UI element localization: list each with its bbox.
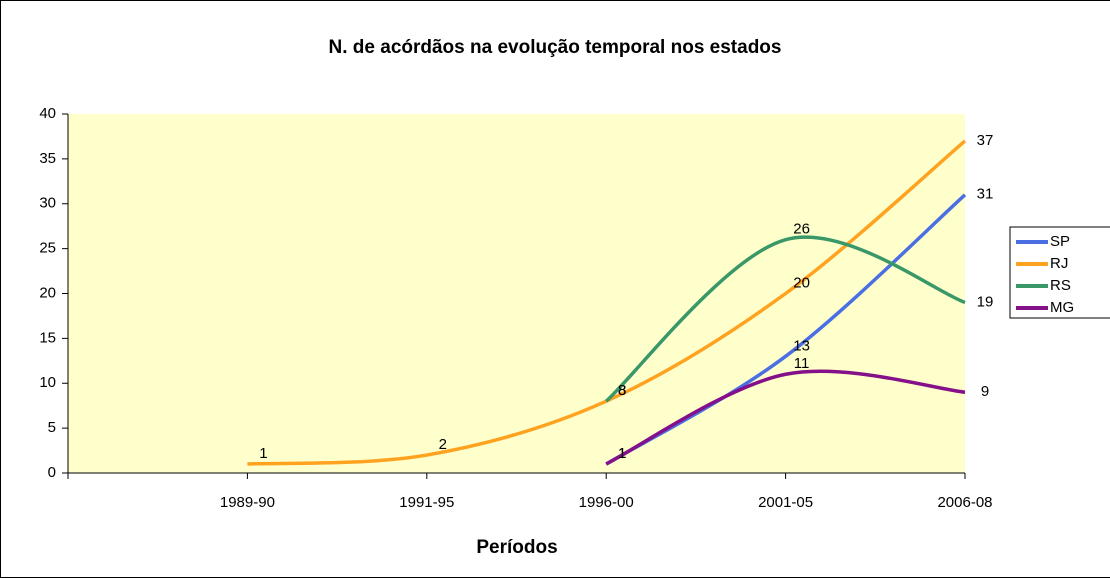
x-tick-label: 2006-08 (937, 494, 992, 511)
data-label: 8 (618, 382, 626, 399)
data-label: 20 (793, 274, 810, 291)
plot-area (68, 114, 965, 473)
y-tick-label: 20 (39, 284, 56, 301)
y-tick-label: 40 (39, 105, 56, 122)
data-label: 2 (439, 436, 447, 453)
data-label: 1 (259, 445, 267, 462)
chart-title: N. de acórdãos na evolução temporal nos … (329, 37, 782, 58)
legend-label: RJ (1050, 255, 1068, 272)
x-tick-label: 1991-95 (399, 494, 454, 511)
y-tick-label: 25 (39, 240, 56, 257)
legend-label: MG (1050, 299, 1074, 316)
data-label: 37 (977, 132, 994, 149)
x-tick-label: 1996-00 (579, 494, 634, 511)
series-line (247, 139, 967, 466)
data-label: 1 (618, 445, 626, 462)
legend-label: SP (1050, 233, 1070, 250)
data-label: 11 (794, 355, 810, 372)
data-label: 9 (981, 383, 989, 400)
y-tick-label: 10 (39, 374, 56, 391)
data-label: 31 (977, 186, 994, 203)
y-tick-label: 5 (48, 419, 56, 436)
x-axis-label: Períodos (476, 537, 557, 558)
series-line (605, 235, 966, 403)
y-tick-label: 0 (48, 464, 56, 481)
y-tick-label: 15 (39, 329, 56, 346)
x-tick-label: 1989-90 (220, 494, 275, 511)
data-label: 26 (793, 221, 810, 238)
data-label: 19 (977, 293, 994, 310)
data-label: 8 (618, 382, 626, 399)
legend-label: RS (1050, 277, 1071, 294)
x-tick-label: 2001-05 (758, 494, 813, 511)
y-tick-label: 35 (39, 150, 56, 167)
series-line (605, 369, 966, 466)
data-label: 13 (793, 337, 810, 354)
y-tick-label: 30 (39, 195, 56, 212)
